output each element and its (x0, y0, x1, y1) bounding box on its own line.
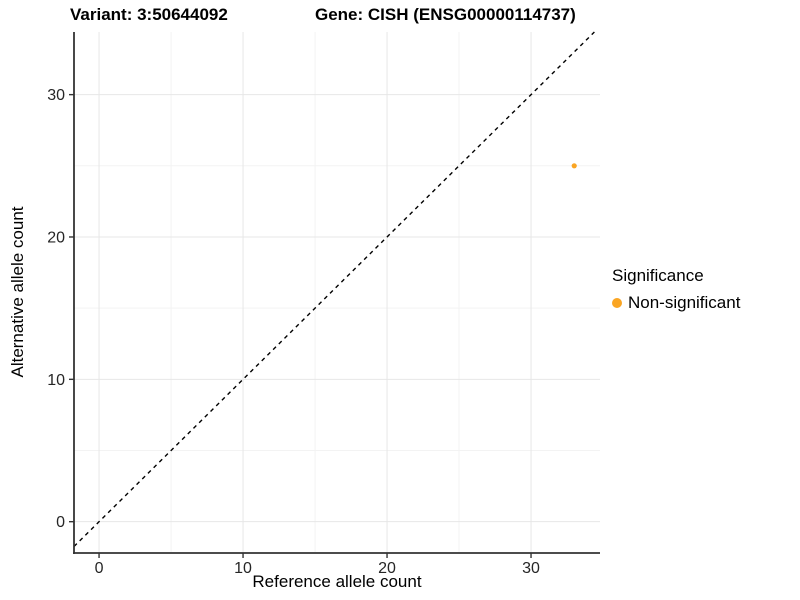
y-axis-title: Alternative allele count (8, 206, 27, 378)
x-tick-label: 20 (378, 560, 396, 577)
x-tick-label: 10 (234, 560, 252, 577)
legend-title: Significance (612, 266, 704, 285)
y-tick-label: 30 (47, 87, 65, 104)
y-tick-label: 0 (56, 514, 65, 531)
identity-reference-line (73, 31, 595, 547)
x-tick-label: 30 (522, 560, 540, 577)
x-axis-title: Reference allele count (252, 572, 422, 591)
x-tick-label: 0 (95, 560, 104, 577)
variant-title: Variant: 3:50644092 (70, 5, 228, 24)
legend-item: Non-significant (612, 293, 740, 313)
legend: Significance Non-significant (612, 266, 740, 313)
y-tick-label: 20 (47, 229, 65, 246)
legend-item-label: Non-significant (628, 293, 741, 312)
y-tick-label: 10 (47, 372, 65, 389)
data-point (571, 163, 577, 169)
gene-title: Gene: CISH (ENSG00000114737) (315, 5, 576, 24)
legend-point-icon (612, 298, 622, 308)
